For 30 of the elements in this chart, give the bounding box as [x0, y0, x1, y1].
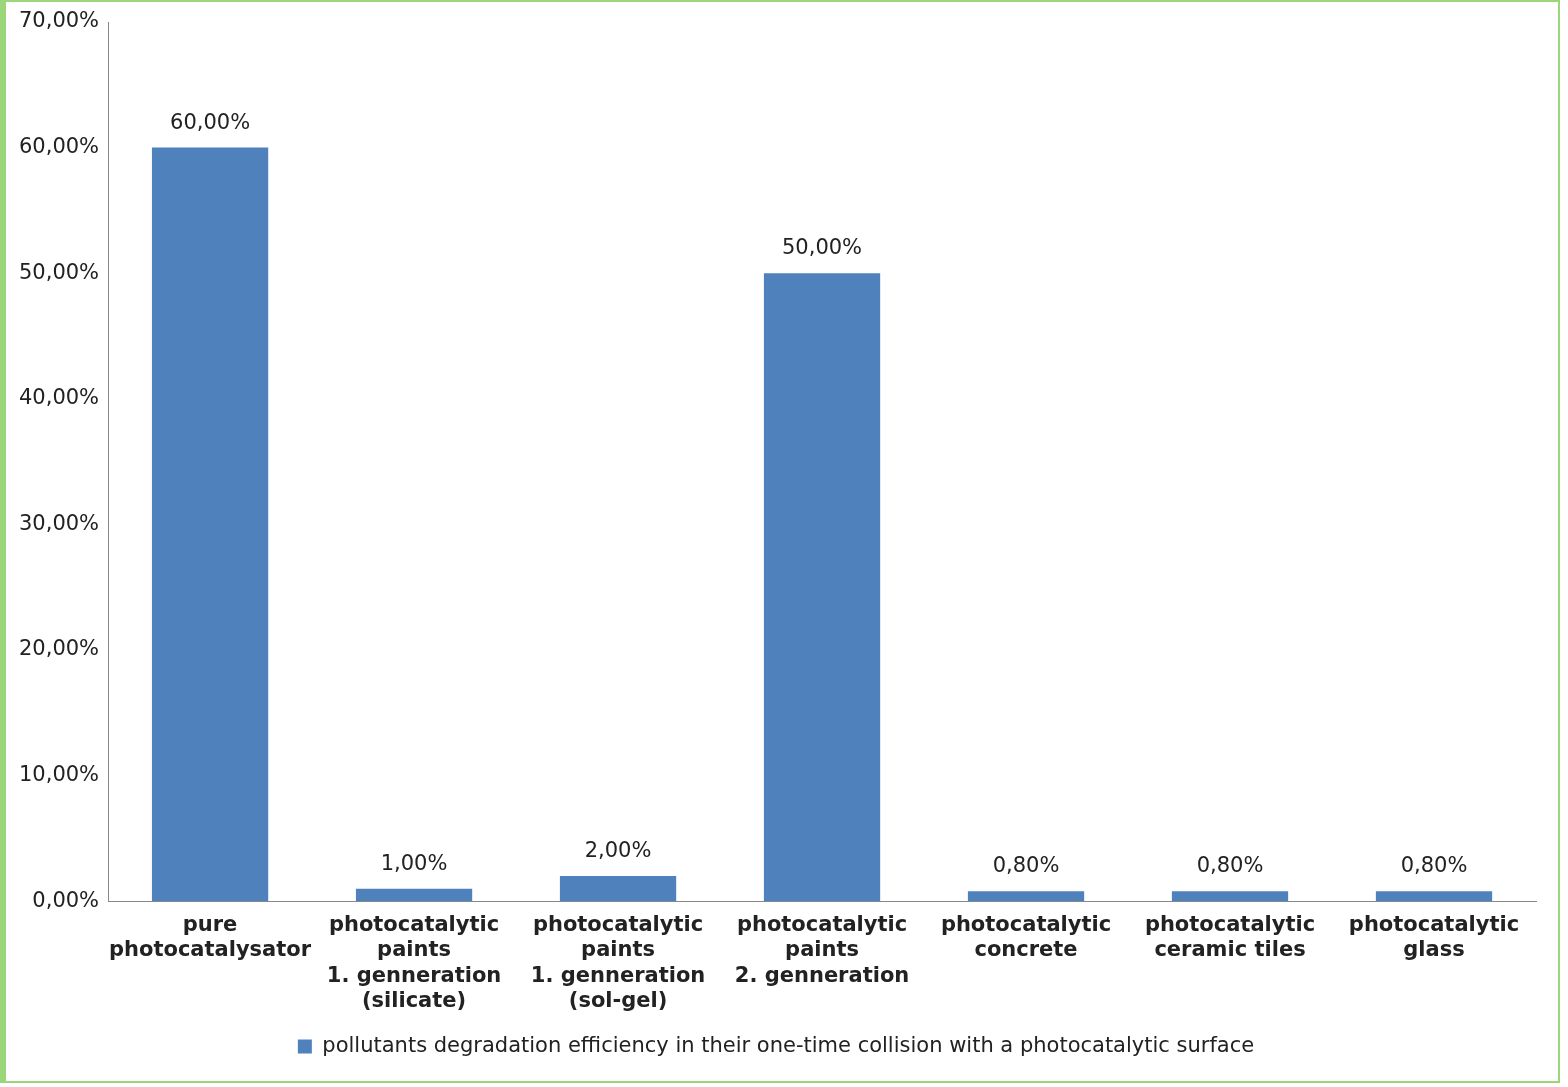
x-tick-label: photocatalytic paints 1. genneration (sol-gel) — [530, 912, 706, 1012]
y-tick-label: 40,00% — [18, 385, 100, 410]
y-tick-label: 0,00% — [32, 887, 100, 912]
x-tick-label: photocatalytic ceramic tiles — [1144, 912, 1316, 962]
legend-label: pollutants degradation efficiency in their one-time collision with a photocatalytic surface — [322, 1032, 1255, 1057]
data-label: 1,00% — [380, 850, 448, 875]
data-label: 60,00% — [170, 109, 251, 134]
bar — [967, 891, 1085, 902]
bar — [763, 273, 881, 902]
bar — [151, 147, 269, 902]
bar — [1375, 891, 1493, 902]
data-label: 0,80% — [1196, 853, 1264, 878]
x-tick-label: photocatalytic concrete — [940, 912, 1112, 962]
data-label: 0,80% — [992, 853, 1060, 878]
y-tick-label: 50,00% — [18, 259, 100, 284]
y-tick-label: 30,00% — [18, 510, 100, 535]
data-label: 2,00% — [584, 838, 652, 863]
data-label: 0,80% — [1400, 853, 1468, 878]
y-tick-label: 70,00% — [18, 8, 100, 33]
x-tick-label: photocatalytic paints 1. genneration (silicate) — [326, 912, 502, 1012]
x-tick-label: pure photocatalysator — [109, 912, 312, 962]
bar — [1171, 891, 1289, 902]
data-label: 50,00% — [782, 235, 863, 260]
y-tick-label: 20,00% — [18, 636, 100, 661]
y-tick-label: 60,00% — [18, 134, 100, 159]
x-tick-label: photocatalytic paints 2. genneration — [734, 912, 910, 987]
bar — [355, 888, 473, 902]
bar — [559, 876, 677, 902]
y-tick-label: 10,00% — [18, 762, 100, 787]
x-tick-label: photocatalytic glass — [1348, 912, 1520, 962]
